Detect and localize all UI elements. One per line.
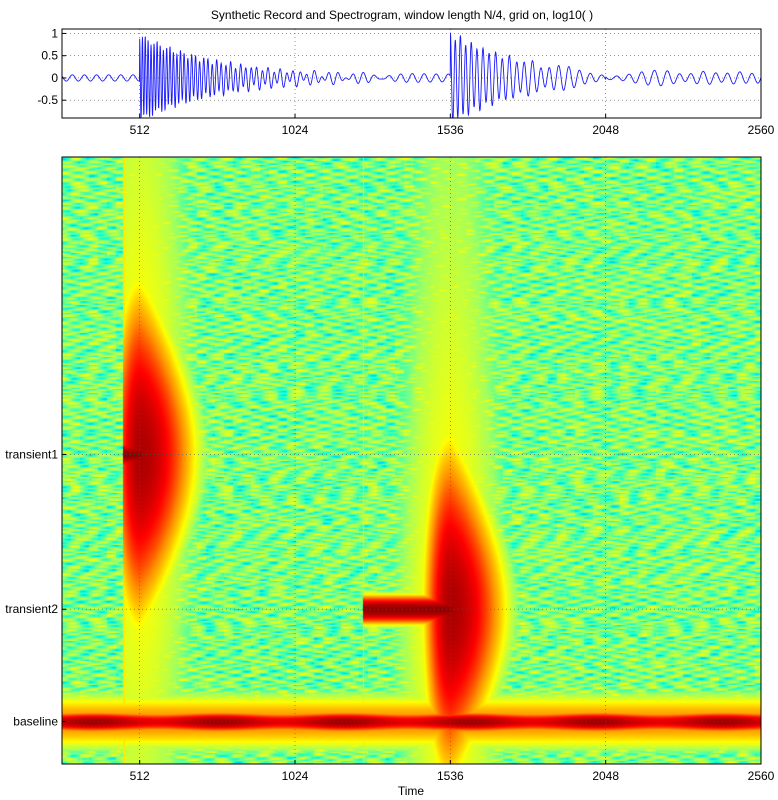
waveform-x-tick-label: 2048 [592,123,619,137]
spectrogram-axes: transient1 transient2 baseline 512 1024 1536… [5,156,775,798]
spectrogram-x-tick-label: 2560 [748,769,775,783]
waveform-y-tick-label: 0 [51,71,58,85]
waveform-y-ticks: 1 0.5 0 -0.5 [37,26,66,107]
chart-title: Synthetic Record and Spectrogram, window… [211,8,593,22]
spectrogram-frame [61,156,762,765]
spectrogram-image [62,157,761,764]
spectrogram-y-tick-label: baseline [13,715,58,729]
x-axis-label: Time [398,784,425,798]
waveform-y-tick-label: 1 [51,26,58,40]
waveform-y-tick-label: 0.5 [41,49,58,63]
waveform-x-tick-label: 1024 [282,123,309,137]
spectrogram-x-tick-label: 1024 [282,769,309,783]
spectrogram-x-tick-label: 2048 [592,769,619,783]
waveform-x-tick-label: 1536 [437,123,464,137]
waveform-line [61,32,762,119]
waveform-x-ticks: 512 1024 1536 2048 2560 [130,114,775,137]
spectrogram-x-tick-label: 512 [130,769,150,783]
waveform-axes: 1 0.5 0 -0.5 512 1024 1536 2048 2560 [37,26,774,137]
waveform-x-tick-label: 512 [130,123,150,137]
waveform-frame [61,28,762,119]
spectrogram-x-ticks: 512 1024 1536 2048 2560 [130,760,775,783]
spectrogram-y-tick-label: transient1 [5,447,58,461]
spectrogram-x-tick-label: 1536 [437,769,464,783]
spectrogram-y-ticks: transient1 transient2 baseline [5,447,66,729]
spectrogram-grid [62,157,761,764]
waveform-y-tick-label: -0.5 [37,93,58,107]
spectrogram-y-tick-label: transient2 [5,602,58,616]
waveform-x-tick-label: 2560 [748,123,775,137]
